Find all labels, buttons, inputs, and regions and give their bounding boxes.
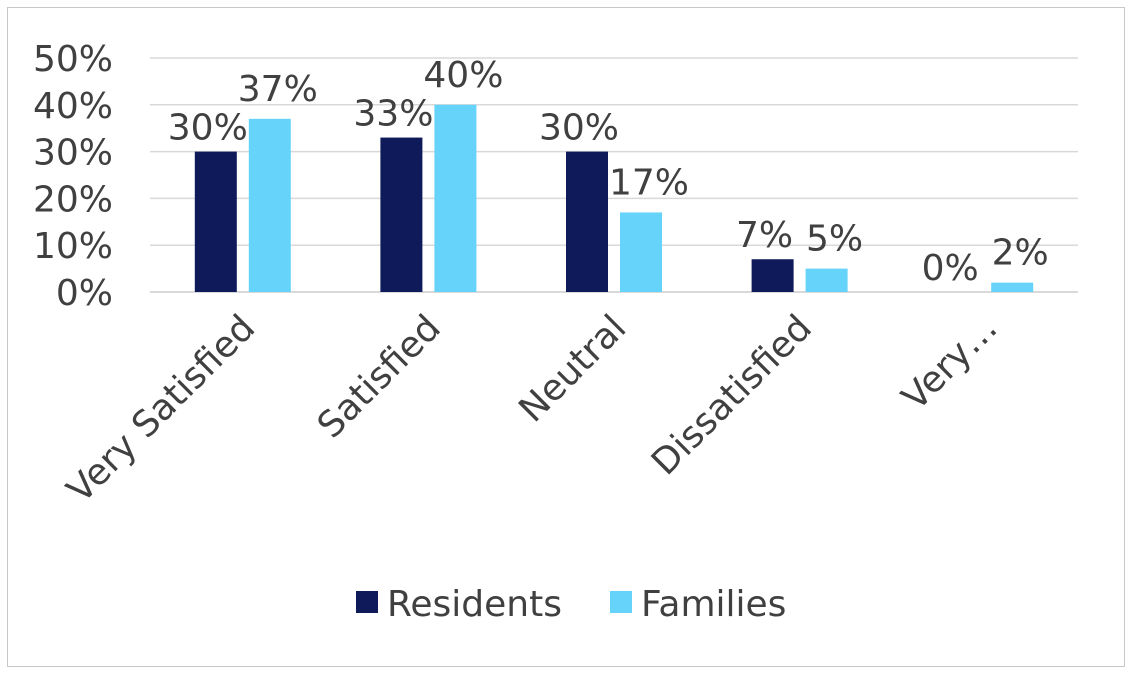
legend: Residents Families bbox=[356, 584, 786, 625]
chart-frame bbox=[7, 7, 1125, 667]
bar-families bbox=[434, 104, 477, 292]
y-tick-label: 40% bbox=[33, 86, 113, 127]
data-label: 17% bbox=[609, 162, 689, 203]
bar-residents bbox=[380, 137, 423, 292]
legend-label-residents: Residents bbox=[387, 584, 562, 625]
x-tick-label: Very… bbox=[894, 307, 1005, 418]
legend-label-families: Families bbox=[641, 584, 786, 625]
gridlines bbox=[150, 57, 1078, 293]
data-label: 0% bbox=[922, 248, 979, 289]
data-label: 33% bbox=[353, 94, 433, 135]
data-label: 30% bbox=[539, 108, 619, 149]
y-tick-label: 0% bbox=[56, 273, 113, 314]
bar-residents bbox=[751, 259, 794, 292]
data-label: 7% bbox=[736, 215, 793, 256]
x-tick-label: Very Satisfied bbox=[60, 307, 264, 511]
bar-families bbox=[805, 268, 848, 292]
bar-families bbox=[620, 212, 662, 292]
data-label: 37% bbox=[238, 69, 318, 110]
x-tick-label: Neutral bbox=[511, 307, 634, 430]
bars bbox=[194, 104, 1034, 292]
y-tick-label: 20% bbox=[33, 179, 113, 220]
legend-swatch-residents bbox=[356, 591, 378, 613]
data-label: 5% bbox=[806, 219, 863, 260]
data-label: 30% bbox=[168, 108, 248, 149]
x-tick-label: Satisfied bbox=[310, 307, 449, 446]
data-label: 40% bbox=[423, 55, 503, 96]
x-tick-label: Dissatisfied bbox=[644, 307, 820, 483]
data-labels: 30% 33% 30% 7% 0% 37% 40% 17% 5% 2% bbox=[168, 55, 1049, 289]
y-tick-label: 30% bbox=[33, 133, 113, 174]
data-label: 2% bbox=[992, 233, 1049, 274]
y-tick-label: 10% bbox=[33, 226, 113, 267]
bar-residents bbox=[194, 151, 237, 292]
y-tick-label: 50% bbox=[33, 39, 113, 80]
bar-families bbox=[991, 282, 1034, 292]
bar-residents bbox=[566, 151, 608, 292]
y-axis: 0% 10% 20% 30% 40% 50% bbox=[33, 39, 113, 314]
legend-swatch-families bbox=[610, 591, 632, 613]
x-axis: Very Satisfied Satisfied Neutral Dissati… bbox=[60, 307, 1006, 511]
bar-families bbox=[248, 118, 291, 292]
